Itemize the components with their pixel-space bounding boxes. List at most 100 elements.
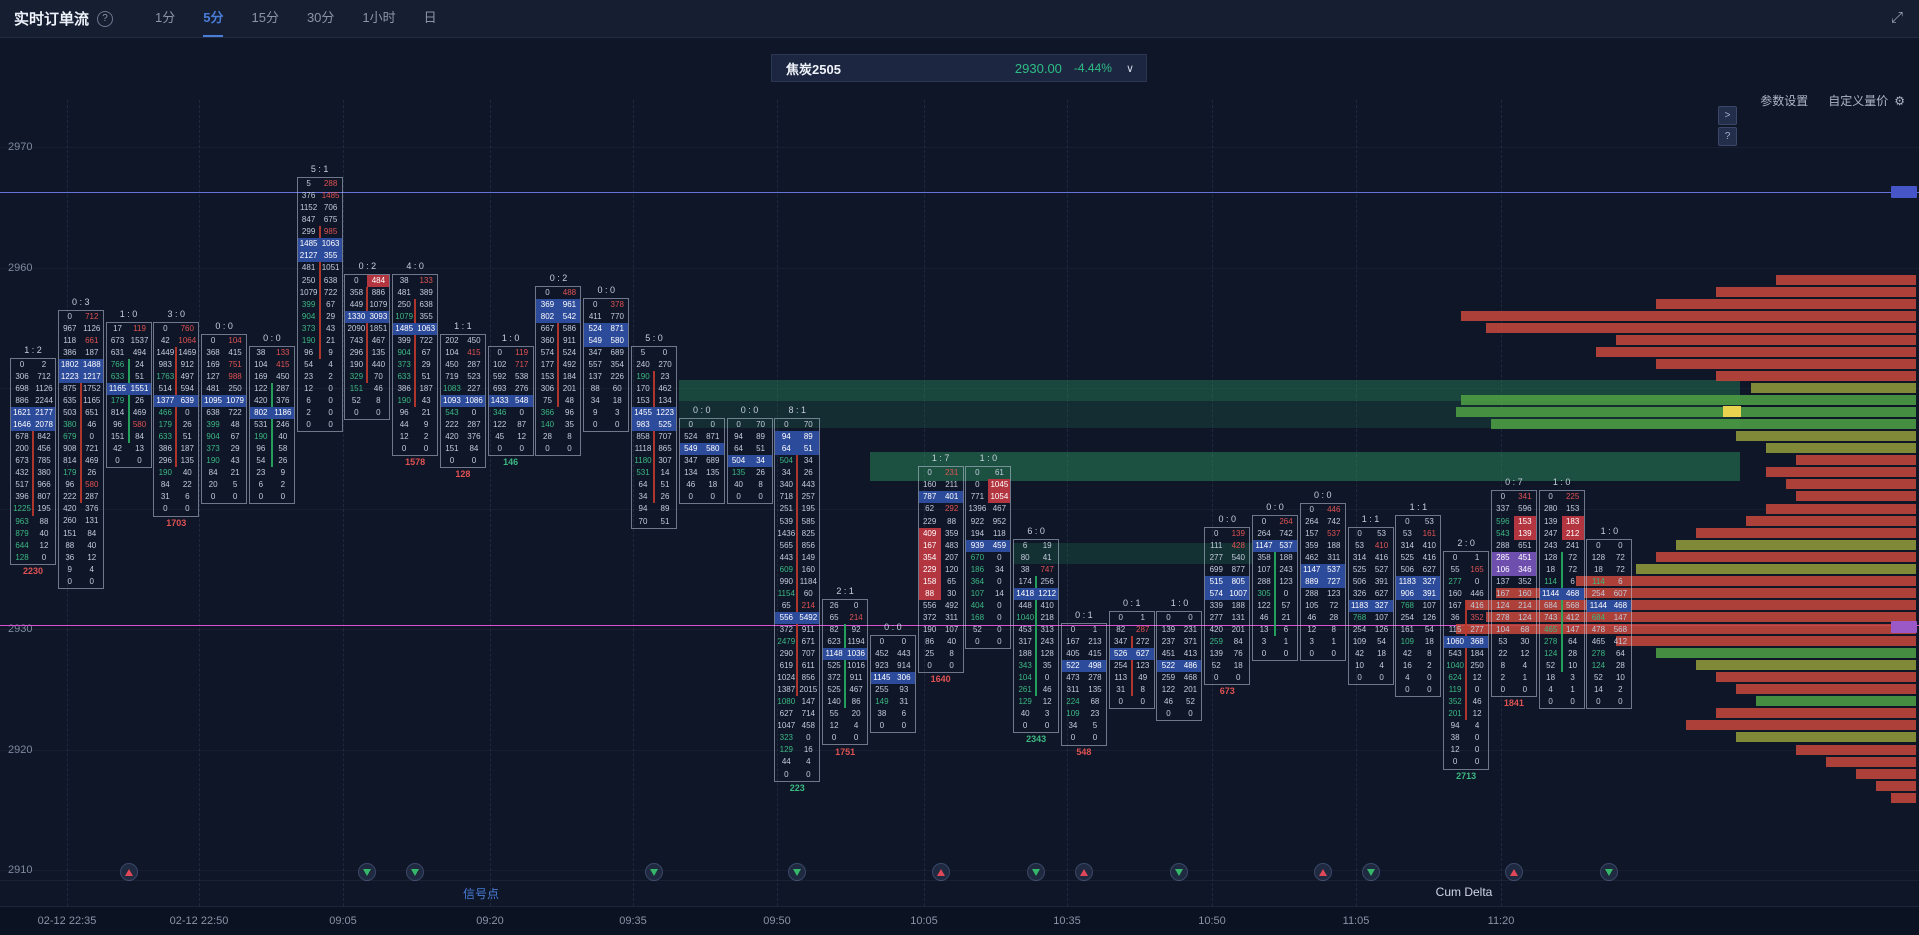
footprint-cell-row: 557 354	[584, 359, 628, 371]
footprint-cell-row: 153 184	[536, 371, 580, 383]
footprint-cell-row: 52 10	[1540, 660, 1584, 672]
ask-volume: 18	[1424, 637, 1434, 647]
ask-volume: 287	[85, 492, 99, 502]
timeframe-tab-5分[interactable]: 5分	[203, 0, 224, 37]
footprint-cell-row: 38 0	[1444, 732, 1488, 744]
footprint-cell-row: 0 104	[202, 335, 246, 347]
bid-volume: 768	[1400, 600, 1414, 610]
candle-body-line	[796, 443, 799, 697]
bid-volume: 115	[1448, 624, 1462, 634]
ask-volume: 51	[756, 444, 765, 454]
ask-volume: 391	[1418, 587, 1441, 600]
ask-volume: 307	[658, 456, 672, 466]
ask-volume: 0	[1092, 733, 1098, 743]
bid-volume: 124	[1543, 649, 1558, 659]
timeframe-tab-日[interactable]: 日	[423, 10, 437, 25]
ask-volume: 29	[421, 359, 431, 369]
bid-volume: 161	[1400, 624, 1414, 634]
symbol-selector[interactable]: 焦炭2505 2930.00 -4.44% ∨	[771, 54, 1147, 82]
footprint-cell-row: 1225 195	[11, 503, 55, 515]
signal-legend-label: 信号点	[462, 887, 500, 901]
ask-volume: 64	[1615, 649, 1625, 659]
bid-volume: 771	[970, 492, 985, 502]
footprint-cell-row: 1118 865	[632, 443, 676, 455]
ask-volume: 29	[326, 311, 336, 321]
ask-volume: 675	[323, 215, 338, 225]
bid-volume: 94	[1450, 721, 1460, 731]
ask-volume: 410	[1374, 540, 1389, 550]
ask-volume: 1016	[847, 661, 865, 671]
timeframe-tab-1小时[interactable]: 1小时	[362, 10, 396, 25]
footprint-cell-row: 64 51	[728, 443, 772, 455]
bid-volume: 802	[536, 310, 559, 323]
footprint-cell-row: 2127 355	[297, 250, 342, 263]
ask-volume: 413	[1183, 649, 1198, 659]
timeframe-tab-30分[interactable]: 30分	[306, 10, 335, 25]
ask-volume: 26	[182, 420, 192, 430]
ask-volume: 34	[749, 455, 772, 468]
volume-profile-bar	[1751, 383, 1916, 393]
bid-volume: 151	[63, 528, 77, 538]
ask-volume: 84	[469, 444, 479, 454]
fullscreen-icon[interactable]: ⤢	[1890, 9, 1903, 26]
triangle-down-icon	[1175, 868, 1184, 876]
bid-volume: 504	[727, 455, 750, 468]
ask-volume: 6	[1570, 576, 1575, 586]
panel-help-button[interactable]: ?	[1718, 127, 1737, 146]
footprint-cell-row: 40 8	[728, 479, 772, 491]
footprint-cell-row: 190 440	[345, 359, 389, 371]
footprint-column: 0 446 264 742 157 537 359 188 462 311 1147 537 889 72…	[1299, 502, 1346, 662]
signal-marker	[1361, 863, 1380, 881]
ask-volume: 187	[180, 444, 194, 454]
ask-volume: 64	[1568, 637, 1578, 646]
footprint-cell-row: 609 160	[775, 564, 819, 576]
footprint-cell-row: 105 72	[1301, 600, 1345, 612]
footprint-cell-row: 354 207	[918, 551, 963, 564]
ask-volume: 0	[1474, 685, 1480, 695]
params-settings-link[interactable]: 参数设置	[1760, 94, 1809, 108]
imbalance-count-label: 1 : 0	[1170, 597, 1189, 608]
value-area-band	[869, 451, 1740, 481]
footprint-cell-row: 285 451	[1491, 551, 1536, 564]
bid-volume: 237	[1161, 637, 1176, 647]
help-icon[interactable]: ?	[97, 10, 114, 27]
footprint-cell-row: 153 134	[632, 395, 676, 407]
ask-volume: 246	[276, 420, 290, 430]
footprint-cell-row: 451 413	[1157, 648, 1201, 660]
footprint-cell-row: 644 12	[11, 540, 55, 552]
ask-volume: 214	[1518, 600, 1532, 610]
bid-volume: 1330	[345, 310, 368, 323]
ask-volume: 760	[180, 323, 194, 333]
bid-volume: 0	[497, 347, 502, 357]
collapse-panel-button[interactable]: >	[1718, 106, 1737, 125]
ask-volume: 0	[376, 408, 381, 418]
volume-profile-bar	[1766, 503, 1916, 514]
bid-volume: 177	[540, 359, 555, 369]
chevron-down-icon[interactable]: ∨	[1125, 62, 1134, 75]
timeframe-tab-15分[interactable]: 15分	[251, 10, 279, 25]
imbalance-count-label: 0 : 2	[549, 272, 568, 283]
ask-volume: 272	[1136, 637, 1150, 647]
footprint-cell-row: 94 89	[728, 431, 772, 443]
bid-volume: 88	[65, 540, 75, 550]
timeframe-tab-1分[interactable]: 1分	[155, 10, 176, 25]
ask-volume: 0	[1618, 697, 1623, 707]
gear-icon[interactable]: ⚙	[1894, 93, 1905, 108]
ask-volume: 717	[515, 359, 529, 369]
ask-volume: 57	[1281, 600, 1291, 610]
custom-volume-price-link[interactable]: 自定义量价	[1828, 94, 1889, 108]
ask-volume: 376	[467, 432, 481, 442]
bid-volume: 104	[1496, 624, 1510, 634]
volume-profile-bar	[1456, 407, 1916, 418]
ask-volume: 14	[994, 588, 1004, 598]
bid-volume: 102	[493, 359, 507, 369]
bid-volume: 0	[163, 323, 168, 333]
bid-volume: 254	[1352, 624, 1367, 634]
volume-profile-bar	[1616, 334, 1916, 345]
bid-volume: 296	[158, 456, 172, 466]
bid-volume: 306	[15, 371, 29, 381]
bid-volume: 449	[349, 299, 364, 309]
bid-volume: 317	[1018, 637, 1032, 647]
footprint-cell-row: 174 256	[1014, 576, 1058, 588]
